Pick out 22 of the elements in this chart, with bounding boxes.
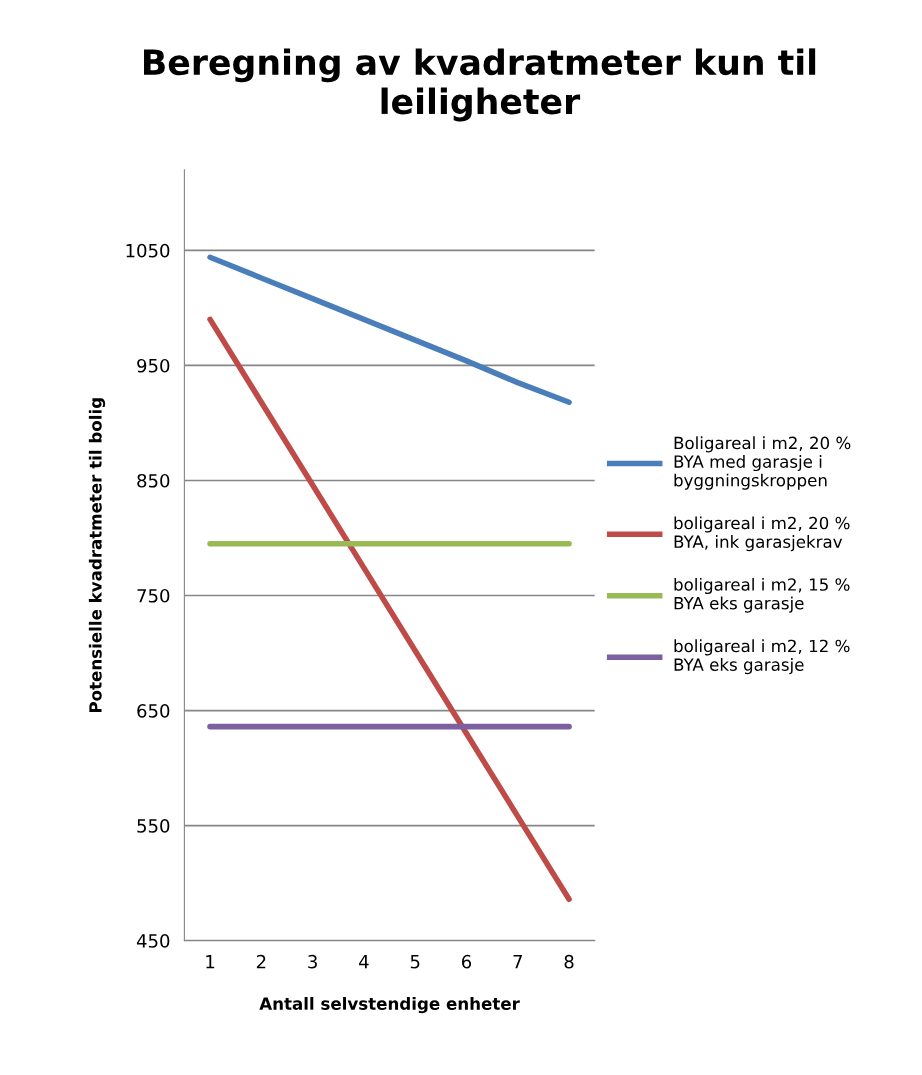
y-tick-label: 550 <box>137 819 170 833</box>
y-tick-label: 650 <box>137 704 170 718</box>
x-tick-label: 4 <box>359 955 369 969</box>
legend-label: boligareal i m2, 15 % BYA eks garasje <box>674 577 850 613</box>
x-axis-title: Antall selvstendige enheter <box>259 996 520 1014</box>
x-tick-label: 6 <box>461 954 472 969</box>
y-tick-label: 850 <box>137 473 170 488</box>
y-tick-label: 950 <box>137 358 170 373</box>
legend-label: boligareal i m2, 12 % BYA eks garasje <box>674 639 850 675</box>
chart-title: Beregning av kvadratmeter kun til leiligheter <box>144 48 816 122</box>
legend-label: Boligareal i m2, 20 % BYA med garasje i byggningskroppen <box>674 436 851 490</box>
y-tick-label: 1050 <box>126 243 170 258</box>
y-axis-title: Potensielle kvadratmeter til bolig <box>88 398 106 713</box>
y-tick-label: 450 <box>136 934 170 948</box>
legend-label: boligareal i m2, 20 % BYA, ink garasjekrav <box>674 516 850 552</box>
y-tick-label: 750 <box>137 588 170 603</box>
x-tick-label: 3 <box>308 954 317 969</box>
x-tick-label: 5 <box>410 955 420 969</box>
x-tick-label: 8 <box>564 954 574 969</box>
x-tick-label: 7 <box>513 955 522 969</box>
x-tick-label: 2 <box>256 954 266 969</box>
x-tick-label: 1 <box>206 955 215 969</box>
